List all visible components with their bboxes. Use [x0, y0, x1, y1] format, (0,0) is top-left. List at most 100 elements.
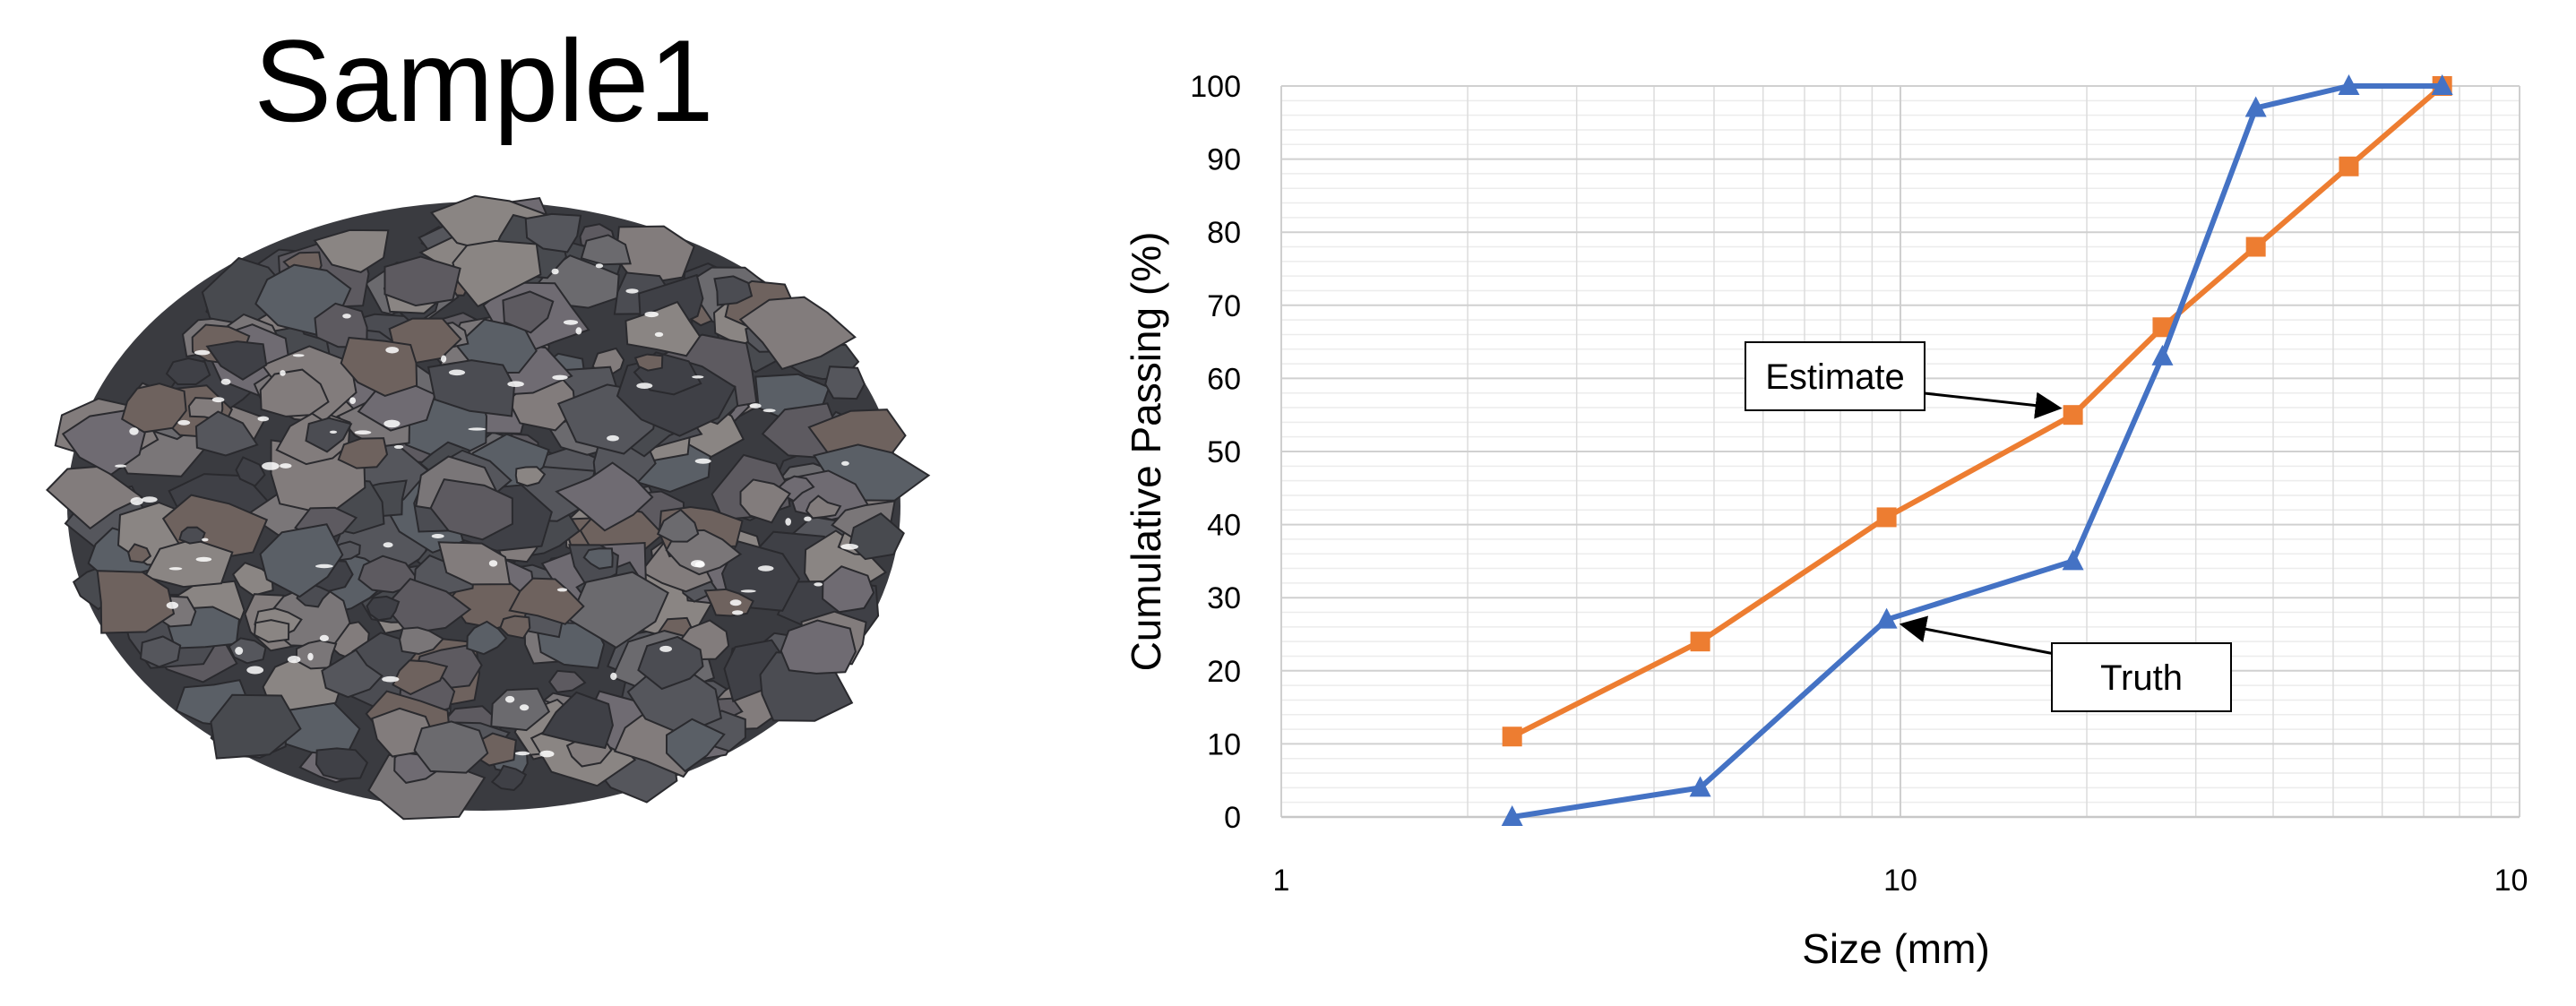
rock	[366, 595, 401, 622]
rock	[313, 228, 390, 273]
estimate-arrow	[1924, 391, 2063, 419]
estimate-callout-label: Estimate	[1765, 357, 1905, 397]
rock-gap	[644, 311, 659, 318]
rock-gap	[654, 331, 664, 337]
x-tick-labels: 1 10 100	[1273, 864, 2527, 898]
y-tick-labels: 0 10 20 30 40 50 60 70 80 90 100	[1190, 70, 1241, 835]
rock-gap	[694, 458, 711, 464]
rock	[259, 368, 330, 417]
rock-gap	[504, 695, 515, 703]
truth-callout-label: Truth	[2100, 658, 2183, 698]
rock-gap	[220, 378, 231, 385]
y-axis-title: Cumulative Passing (%)	[1123, 232, 1169, 672]
rock	[738, 296, 857, 371]
rock-highlights	[115, 263, 858, 758]
rock-gap	[785, 518, 791, 526]
rock	[139, 635, 182, 668]
series-layer	[1501, 74, 2453, 826]
rock	[143, 538, 234, 589]
rock	[259, 523, 344, 598]
rock-gap	[349, 397, 357, 405]
rock-gap	[115, 464, 126, 468]
rock-gap	[814, 582, 823, 587]
truth-callout: Truth	[1899, 615, 2232, 712]
rock-gap	[315, 563, 333, 569]
y-tick-label: 40	[1207, 509, 1241, 543]
truth-point	[1689, 776, 1711, 797]
rock-gap	[595, 263, 604, 269]
rock-gap	[519, 704, 530, 711]
rock	[321, 649, 383, 699]
rock-gap	[607, 434, 619, 442]
rock-gap	[177, 419, 191, 426]
rock	[235, 456, 266, 487]
truth-arrow	[1899, 615, 2053, 655]
rock	[540, 691, 614, 750]
rock-gap	[287, 656, 301, 664]
estimate-callout: Estimate	[1745, 341, 2063, 419]
rock-gap	[740, 589, 756, 593]
rock	[340, 336, 418, 397]
y-tick-label: 0	[1224, 801, 1241, 835]
rock-gap	[551, 268, 559, 275]
rock	[127, 543, 152, 563]
rock-gap	[563, 320, 579, 325]
x-tick-label: 1	[1273, 864, 1290, 898]
y-tick-label: 30	[1207, 581, 1241, 615]
rock-gap	[202, 537, 209, 542]
y-tick-label: 50	[1207, 435, 1241, 469]
estimate-point	[2152, 317, 2173, 338]
rock-gap	[130, 497, 143, 505]
estimate-point	[1690, 632, 1710, 652]
estimate-point	[1502, 727, 1522, 747]
rock	[666, 718, 726, 773]
rock-gap	[488, 560, 498, 567]
rock-gap	[840, 544, 858, 550]
rock	[703, 588, 754, 617]
rock	[805, 494, 842, 520]
sample-panel: Sample1	[0, 0, 986, 1006]
rock-gap	[749, 403, 762, 408]
rock-gap	[319, 634, 329, 642]
rock-gap	[692, 375, 704, 379]
rock	[580, 234, 632, 266]
callouts: Estimate Truth	[1745, 341, 2232, 712]
rock	[413, 720, 489, 774]
rock-gap	[329, 430, 338, 434]
x-tick-label: 10	[1883, 864, 1917, 898]
rock-gap	[636, 383, 653, 389]
truth-line	[1512, 83, 2442, 820]
rock	[499, 615, 531, 640]
rock-gap	[625, 288, 639, 294]
rock-gap	[841, 460, 849, 466]
truth-point	[2244, 96, 2267, 117]
rock-gap	[383, 419, 401, 428]
x-tick-label: 100	[2494, 864, 2527, 898]
rock	[547, 669, 587, 693]
estimate-line	[1511, 83, 2444, 739]
rock	[46, 465, 144, 530]
rock-gap	[556, 588, 568, 592]
rock-gap	[539, 750, 555, 758]
rock	[656, 508, 700, 543]
rock-gap	[762, 408, 776, 413]
rock	[625, 300, 702, 357]
truth-point	[1875, 607, 1898, 629]
rock-gap	[246, 666, 264, 675]
rock	[739, 478, 792, 524]
rock-gap	[194, 349, 211, 356]
rock-gap	[262, 461, 280, 470]
rock	[466, 620, 508, 656]
truth-point	[2338, 74, 2360, 95]
y-tick-label: 10	[1207, 727, 1241, 761]
rock	[296, 639, 338, 670]
rock-gap	[142, 496, 158, 503]
rock-gap	[280, 370, 286, 376]
y-tick-label: 100	[1190, 70, 1241, 104]
rock-gap	[257, 416, 270, 422]
rock	[437, 541, 512, 586]
estimate-point	[2339, 156, 2359, 176]
truth-point	[2431, 74, 2453, 95]
rock-gap	[448, 369, 466, 376]
